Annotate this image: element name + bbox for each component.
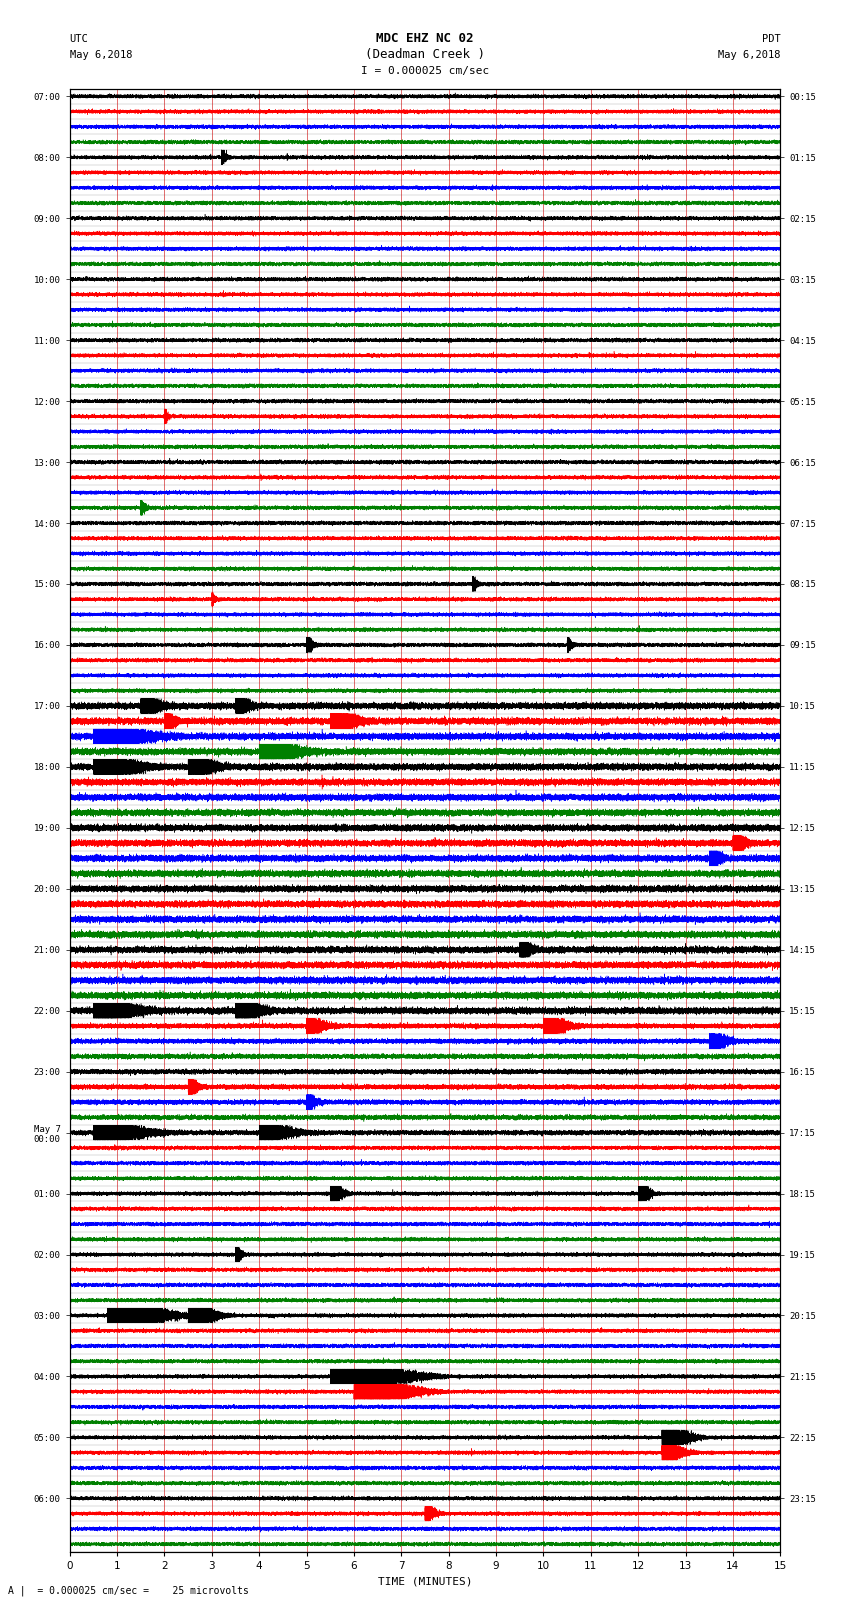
Text: PDT: PDT (762, 34, 780, 44)
Text: (Deadman Creek ): (Deadman Creek ) (365, 48, 485, 61)
Text: UTC: UTC (70, 34, 88, 44)
Text: May 6,2018: May 6,2018 (70, 50, 133, 60)
Text: MDC EHZ NC 02: MDC EHZ NC 02 (377, 32, 473, 45)
X-axis label: TIME (MINUTES): TIME (MINUTES) (377, 1576, 473, 1586)
Text: I = 0.000025 cm/sec: I = 0.000025 cm/sec (361, 66, 489, 76)
Text: A |  = 0.000025 cm/sec =    25 microvolts: A | = 0.000025 cm/sec = 25 microvolts (8, 1586, 249, 1597)
Text: May 6,2018: May 6,2018 (717, 50, 780, 60)
